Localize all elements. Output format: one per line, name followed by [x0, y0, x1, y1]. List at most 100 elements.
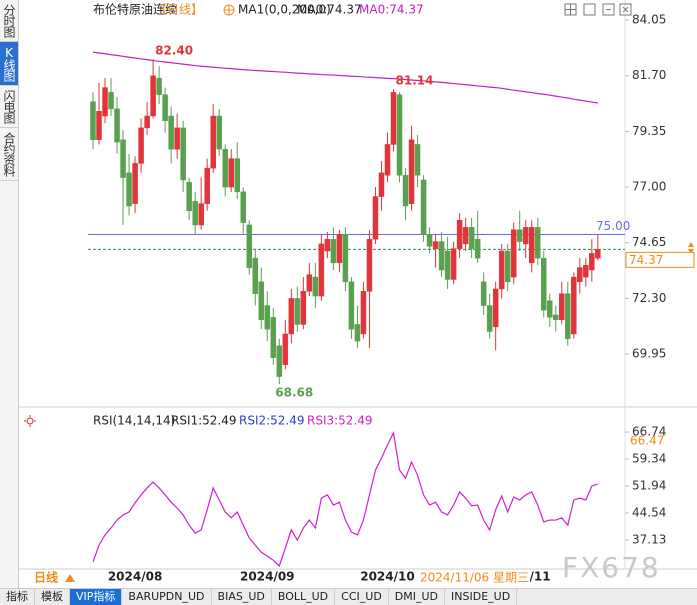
candle-body — [577, 267, 583, 283]
candle-body — [126, 172, 132, 207]
candle-body — [348, 281, 355, 330]
candle-body — [516, 229, 523, 242]
y-tick-label: 84.05 — [632, 13, 666, 27]
side-tab[interactable]: 分时图 — [0, 0, 18, 42]
toolbar-tab[interactable]: INSIDE_UD — [445, 589, 518, 605]
candle-body — [108, 92, 114, 110]
y-tick-label: 44.54 — [632, 505, 666, 519]
indicator-toolbar: 指标 模板 VIP指标 BARUPDN_UD BIAS_UD BOLL_UD CCI_UD D… — [0, 588, 697, 605]
candle-body — [138, 127, 144, 164]
y-tick-label: 59.34 — [632, 451, 666, 465]
icon[interactable] — [619, 3, 632, 16]
candle-body — [102, 87, 108, 117]
y-tick-label: 77.00 — [632, 180, 666, 194]
icon — [622, 6, 629, 13]
candle-body — [589, 253, 595, 271]
side-tab[interactable]: K线图 — [0, 42, 18, 86]
toolbar-tab[interactable]: VIP指标 — [70, 589, 123, 605]
candle-body — [234, 158, 240, 193]
last-price-label: 74.37 — [629, 253, 663, 267]
candle-body — [456, 219, 463, 249]
candle-body — [330, 238, 337, 264]
settings-icon[interactable] — [24, 415, 36, 427]
candle-body — [306, 274, 313, 292]
candle-body — [252, 257, 259, 294]
candle-body — [300, 291, 307, 325]
candle-body — [595, 249, 601, 259]
y-tick-label: 72.30 — [632, 291, 666, 305]
toolbar-tab[interactable]: 模板 — [35, 589, 70, 605]
toolbar-tab[interactable]: BIAS_UD — [212, 589, 272, 605]
x-tick-label: 2024/10 — [360, 570, 414, 584]
candle-body — [553, 314, 559, 320]
candle-body — [390, 92, 397, 145]
legend-entry: MA0:74.37 — [359, 3, 424, 17]
candle-body — [276, 345, 283, 377]
watermark: FX678 — [562, 551, 661, 584]
period-label: 日线 — [34, 570, 58, 585]
candle-body — [498, 250, 505, 290]
add-icon[interactable] — [223, 4, 235, 16]
candle-body — [510, 229, 517, 278]
candle-body — [372, 196, 379, 240]
candle-body — [174, 127, 180, 150]
candle-body — [522, 227, 529, 245]
candle-body — [366, 238, 373, 292]
candle-body — [120, 139, 126, 178]
candle-body — [396, 94, 403, 176]
icon[interactable] — [602, 3, 615, 16]
x-tick-label: 2024/08 — [108, 570, 162, 584]
period-arrow[interactable] — [65, 574, 75, 582]
y-tick-label: 66.74 — [632, 424, 666, 438]
candle-body — [565, 293, 571, 339]
candle-body — [150, 75, 156, 117]
candle-body — [192, 201, 198, 226]
price-arrow — [688, 249, 694, 254]
toolbar-icons[interactable] — [564, 3, 632, 16]
candle-body — [240, 191, 246, 223]
toolbar-tab[interactable]: BOLL_UD — [272, 589, 336, 605]
candle-body — [288, 298, 295, 335]
candle-body — [258, 281, 265, 320]
y-tick-label: 81.70 — [632, 68, 666, 82]
candle-body — [480, 281, 487, 306]
candle-body — [486, 305, 493, 332]
candle-body — [414, 144, 421, 176]
candle-body — [198, 203, 204, 226]
candle-body — [204, 167, 210, 204]
candle-body — [270, 317, 277, 358]
side-tab[interactable]: 闪电图 — [0, 86, 18, 128]
price-arrow — [688, 242, 694, 247]
ma-line — [92, 51, 598, 104]
chart-title: 布伦特原油连续 — [93, 2, 177, 17]
candle-body — [318, 243, 325, 297]
candle-body — [312, 276, 319, 297]
y-tick-label: 37.13 — [632, 532, 666, 546]
candle-body — [378, 172, 385, 197]
candle-body — [96, 111, 102, 140]
low-annotation: 68.68 — [275, 386, 313, 400]
candle-body — [210, 115, 216, 169]
y-tick-label: 51.94 — [632, 478, 666, 492]
candle-body — [354, 324, 361, 342]
y-tick-label: 69.95 — [632, 347, 666, 361]
candle-body — [168, 115, 174, 150]
candle-body — [282, 333, 289, 365]
candle-body — [468, 227, 475, 249]
candle-body — [462, 227, 469, 245]
candle-body — [264, 305, 271, 330]
candle-body — [336, 234, 343, 264]
toolbar-tab[interactable]: CCI_UD — [335, 589, 389, 605]
toolbar-tab[interactable]: 指标 — [0, 589, 35, 605]
candle-body — [541, 257, 547, 311]
candle-body — [444, 250, 451, 280]
candle-body — [420, 179, 427, 235]
side-tab[interactable]: 合约资料 — [0, 128, 18, 181]
icon[interactable] — [583, 3, 596, 16]
candle-body — [432, 241, 439, 249]
candle-body — [90, 101, 96, 140]
candle-body — [408, 139, 415, 204]
toolbar-tab[interactable]: BARUPDN_UD — [122, 589, 212, 605]
toolbar-tab[interactable]: DMI_UD — [389, 589, 446, 605]
icon[interactable] — [26, 417, 34, 425]
